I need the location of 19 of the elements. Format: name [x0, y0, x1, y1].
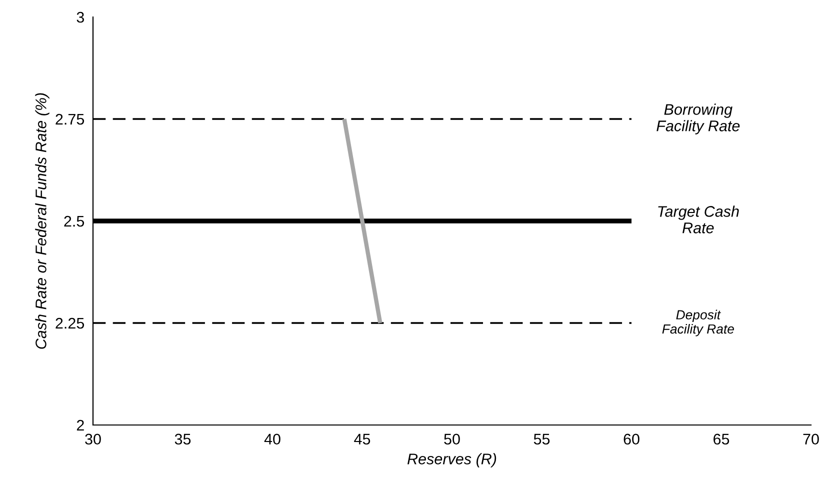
x-tick-label: 70: [803, 434, 819, 445]
x-tick-label: 50: [444, 434, 460, 445]
x-tick-label: 55: [534, 434, 550, 445]
y-axis-title: Cash Rate or Federal Funds Rate (%): [35, 93, 50, 349]
x-tick-label: 40: [264, 434, 280, 445]
text: Deposit Facility Rate: [662, 310, 734, 336]
y-tick-label: 2.25: [56, 318, 84, 329]
x-tick-label: 60: [624, 434, 640, 445]
x-tick-label: 65: [714, 434, 730, 445]
series-label: Borrowing Facility Rate: [656, 104, 740, 134]
x-tick-label: 35: [174, 434, 191, 445]
y-tick-label: 3: [76, 12, 84, 23]
y-tick-label: 2.5: [64, 216, 84, 227]
y-tick-label: 2.75: [56, 114, 84, 125]
x-axis-title: Reserves (R): [407, 453, 496, 468]
y-tick-label: 2: [76, 420, 84, 431]
x-tick-label: 45: [354, 434, 370, 445]
series-label: Target Cash Rate: [658, 206, 739, 234]
x-tick-label: 30: [85, 434, 101, 445]
